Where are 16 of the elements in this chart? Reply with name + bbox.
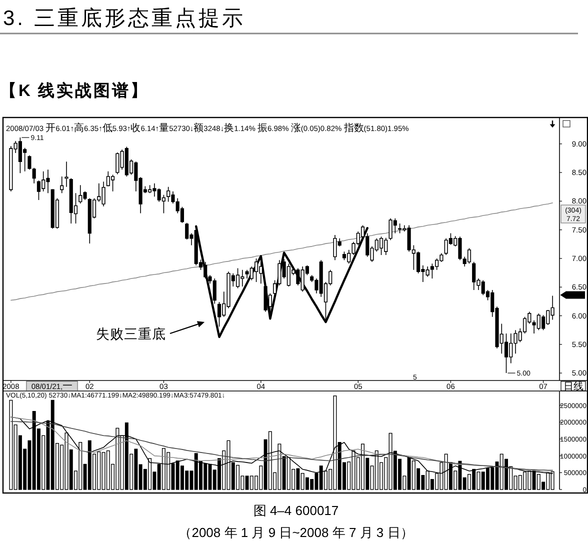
- line-series: [195, 225, 368, 338]
- candlestick: [110, 174, 115, 192]
- line-series: [10, 202, 553, 301]
- candlestick: [342, 251, 346, 261]
- text: 日线: [563, 380, 584, 393]
- candlestick: [379, 236, 384, 256]
- caption: 图 4–4 600017: [253, 503, 339, 518]
- candlestick: [60, 176, 64, 194]
- candlestick: [398, 223, 402, 234]
- text: （2008 年 1 月 9 日~2008 年 7 月 3 日）: [178, 525, 414, 540]
- candlestick: [467, 248, 472, 264]
- chart-subtitle: 【K 线实战图谱】: [0, 81, 149, 100]
- chart-title: 3. 三重底形态重点提示: [3, 7, 246, 30]
- annotation: 失败三重底: [96, 326, 166, 342]
- candlestick: [64, 161, 68, 188]
- candlestick: [236, 268, 240, 289]
